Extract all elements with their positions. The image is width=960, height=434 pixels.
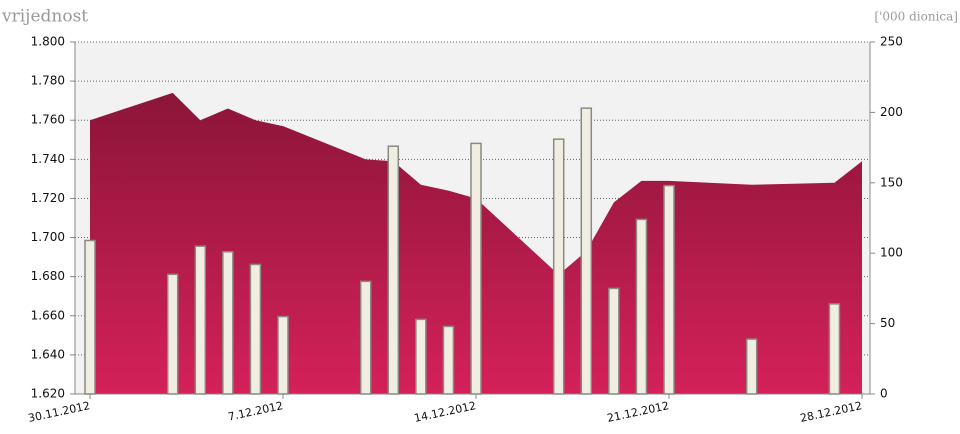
- bar: [663, 184, 675, 395]
- y-tick-label: 1.620: [31, 387, 65, 401]
- y-tick-label: 1.800: [31, 35, 65, 49]
- bar: [222, 251, 234, 395]
- y-tick-label: 1.780: [31, 74, 65, 88]
- y2-tick-label: 150: [880, 175, 903, 189]
- y-tick-label: 1.700: [31, 230, 65, 244]
- bar: [635, 218, 648, 395]
- bar: [277, 315, 289, 395]
- y2-tick-label: 100: [880, 246, 903, 260]
- bar: [608, 287, 620, 395]
- y-tick-label: 1.640: [31, 347, 65, 361]
- y-tick-label: 1.740: [31, 152, 65, 166]
- bar: [415, 318, 427, 395]
- x-tick-label: 30.11.2012: [27, 399, 91, 425]
- bar: [359, 280, 372, 395]
- y2-tick-label: 250: [880, 35, 903, 49]
- y-axis-title: vrijednost: [1, 7, 88, 27]
- bar: [745, 338, 758, 395]
- bar: [552, 138, 565, 395]
- bar: [194, 245, 207, 395]
- y-tick-label: 1.720: [31, 191, 65, 205]
- y2-tick-label: 0: [880, 387, 888, 401]
- bar: [828, 303, 841, 395]
- bar: [470, 142, 482, 395]
- x-tick-label: 14.12.2012: [413, 399, 477, 425]
- y2-axis-title: ['000 dionica]: [874, 10, 958, 24]
- bar: [580, 107, 593, 395]
- y2-tick-label: 50: [880, 316, 895, 330]
- bar: [387, 145, 400, 395]
- bar: [166, 273, 179, 395]
- y2-tick-label: 200: [880, 105, 903, 119]
- y-tick-label: 1.760: [31, 113, 65, 127]
- y-tick-label: 1.680: [31, 269, 65, 283]
- x-tick-label: 28.12.2012: [799, 399, 863, 425]
- bar: [442, 325, 455, 395]
- x-tick-label: 21.12.2012: [606, 399, 670, 425]
- bar: [249, 263, 262, 395]
- y-tick-label: 1.660: [31, 308, 65, 322]
- bar: [84, 239, 96, 395]
- x-tick-label: 7.12.2012: [227, 399, 284, 423]
